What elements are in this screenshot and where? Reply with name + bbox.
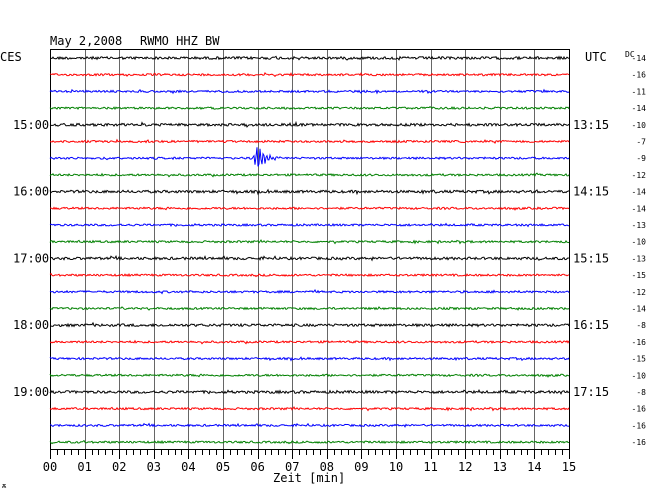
trace-line — [49, 406, 570, 412]
x-tick-label: 15 — [562, 460, 576, 474]
left-hour-label: 16:00 — [13, 185, 49, 199]
trace-line — [49, 222, 570, 228]
left-hour-labels: 15:00 16:00 17:00 18:00 19:00 — [13, 118, 49, 399]
x-tick-label: 04 — [181, 460, 195, 474]
x-tick-label: 10 — [389, 460, 403, 474]
dc-offset-label: -14 — [632, 204, 647, 213]
dc-offset-label: -16 — [632, 405, 647, 414]
dc-offset-label: -14 — [632, 54, 647, 63]
header-station: RWMO HHZ BW — [140, 34, 220, 48]
trace-line — [49, 172, 570, 178]
x-tick-label: 05 — [216, 460, 230, 474]
trace-line — [50, 138, 570, 145]
dc-offset-label: -15 — [632, 271, 647, 280]
trace-line — [49, 389, 570, 395]
right-hour-label: 17:15 — [573, 385, 609, 399]
trace-line — [49, 289, 570, 295]
x-tick-label: 00 — [43, 460, 57, 474]
left-hour-label: 19:00 — [13, 385, 49, 399]
dc-offset-label: -8 — [636, 321, 646, 330]
trace-line — [49, 373, 570, 378]
trace-line — [49, 422, 570, 428]
dc-label: DC — [625, 50, 635, 59]
trace-line — [49, 71, 570, 78]
dc-offset-label: -13 — [632, 221, 647, 230]
right-hour-label: 13:15 — [573, 118, 609, 132]
trace-line — [49, 272, 570, 278]
dc-offset-label: -15 — [632, 355, 647, 364]
trace-line — [49, 239, 570, 245]
dc-offset-label: -14 — [632, 188, 647, 197]
minute-grid — [85, 50, 535, 449]
trace-line — [49, 188, 570, 196]
trace-line — [49, 106, 570, 111]
x-tick-label: 11 — [423, 460, 437, 474]
dc-offset-labels: -14 -16 -11 -14 -10 -7 -9 -12 -14 -14 -13 -10 -13 -15… — [632, 54, 647, 447]
left-hour-label: 17:00 — [13, 251, 49, 265]
seismic-traces — [49, 55, 570, 445]
trace-line — [49, 88, 570, 95]
x-tick-label: 12 — [458, 460, 472, 474]
x-tick-label: 06 — [250, 460, 264, 474]
left-hour-label: 18:00 — [13, 318, 49, 332]
dc-offset-label: -10 — [632, 121, 647, 130]
right-hour-label: 14:15 — [573, 185, 609, 199]
dc-offset-label: -16 — [632, 421, 647, 430]
trace-line — [49, 339, 570, 345]
x-tick-label: 13 — [493, 460, 507, 474]
trace-line — [49, 306, 570, 311]
dc-offset-label: -12 — [632, 288, 647, 297]
dc-offset-label: -16 — [632, 338, 647, 347]
corner-mark: ѫ — [2, 482, 7, 490]
x-tick-label: 07 — [285, 460, 299, 474]
x-tick-label: 02 — [112, 460, 126, 474]
right-zone-label: UTC — [585, 50, 607, 64]
x-tick-label: 09 — [354, 460, 368, 474]
right-hour-label: 16:15 — [573, 318, 609, 332]
dc-offset-label: -10 — [632, 371, 647, 380]
trace-line — [49, 439, 570, 445]
trace-line — [49, 254, 570, 262]
x-tick-label: 01 — [77, 460, 91, 474]
trace-line — [49, 321, 570, 328]
dc-offset-label: -7 — [636, 138, 646, 147]
trace-line — [49, 206, 570, 211]
dc-offset-label: -8 — [636, 388, 646, 397]
x-axis-label: Zeit [min] — [273, 471, 345, 485]
dc-offset-label: -12 — [632, 171, 647, 180]
x-tick-label: 14 — [527, 460, 541, 474]
left-hour-label: 15:00 — [13, 118, 49, 132]
x-tick-label: 03 — [147, 460, 161, 474]
trace-line — [49, 147, 570, 167]
left-zone-label: CES — [0, 50, 22, 64]
trace-line — [49, 55, 570, 61]
x-axis-ticks: 00 01 02 03 04 05 06 07 08 09 10 11 12 13 14 15 — [43, 449, 576, 474]
dc-offset-label: -9 — [636, 154, 646, 163]
dc-offset-label: -10 — [632, 238, 647, 247]
right-hour-label: 15:15 — [573, 251, 609, 265]
x-tick-label: 08 — [320, 460, 334, 474]
header-date: May 2,2008 — [50, 34, 122, 48]
dc-offset-label: -13 — [632, 254, 647, 263]
dc-offset-label: -14 — [632, 104, 647, 113]
right-hour-labels: 13:15 14:15 15:15 16:15 17:15 — [573, 118, 609, 399]
dc-offset-label: -16 — [632, 71, 647, 80]
plot-frame — [50, 49, 570, 450]
dc-offset-label: -16 — [632, 438, 647, 447]
dc-offset-label: -11 — [632, 87, 647, 96]
trace-line — [49, 120, 570, 128]
trace-line — [49, 356, 570, 362]
dc-offset-label: -14 — [632, 305, 647, 314]
